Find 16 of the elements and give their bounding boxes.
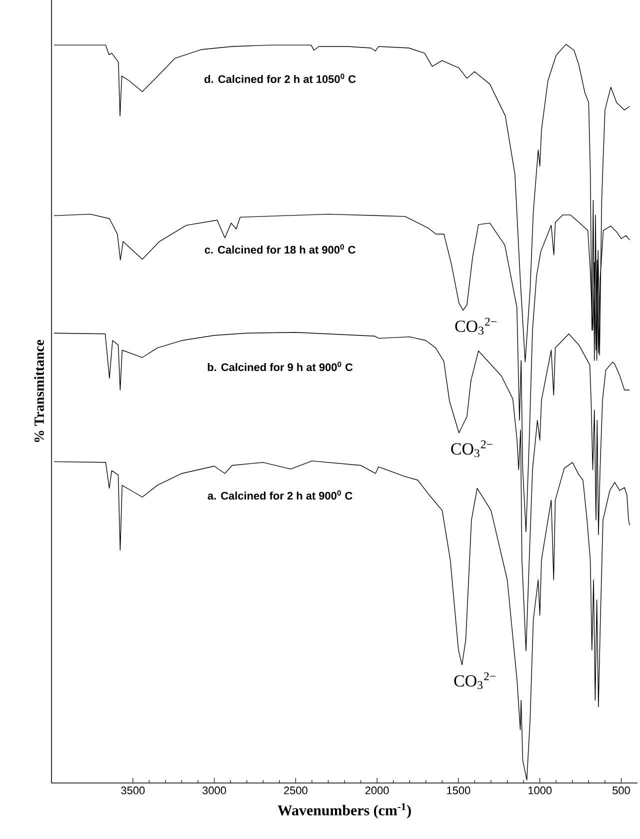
x-tick-label: 1500 (447, 786, 470, 794)
x-tick-label: 3000 (202, 786, 226, 794)
x-tick-label: 2500 (284, 786, 308, 794)
text: b. Calcined for 9 h at 900$^{0}$ C (208, 362, 353, 372)
text: a. Calcined for 2 h at 900$^{0}$ C (208, 490, 352, 500)
series-label: c. Calcined for 18 h at 900$^{0}$ C (204, 244, 356, 254)
annotation: CO$_{3}$2− (455, 318, 497, 335)
x-tick-label: 2000 (365, 786, 389, 794)
x-tick-label: 3500 (121, 786, 145, 794)
annotation: CO$_{3}$2− (451, 440, 492, 458)
x-axis-title: Wavenumbers (cm$^{-1}$) (278, 803, 411, 818)
y-axis-title: % Transmittance (34, 340, 44, 442)
x-tick-label: 1000 (528, 786, 552, 794)
x-tick-label: 500 (612, 786, 630, 794)
annotation: CO$_{3}$2− (454, 672, 496, 690)
text: d. Calcined for 2 h at 1050$^{0}$ C (204, 74, 356, 84)
